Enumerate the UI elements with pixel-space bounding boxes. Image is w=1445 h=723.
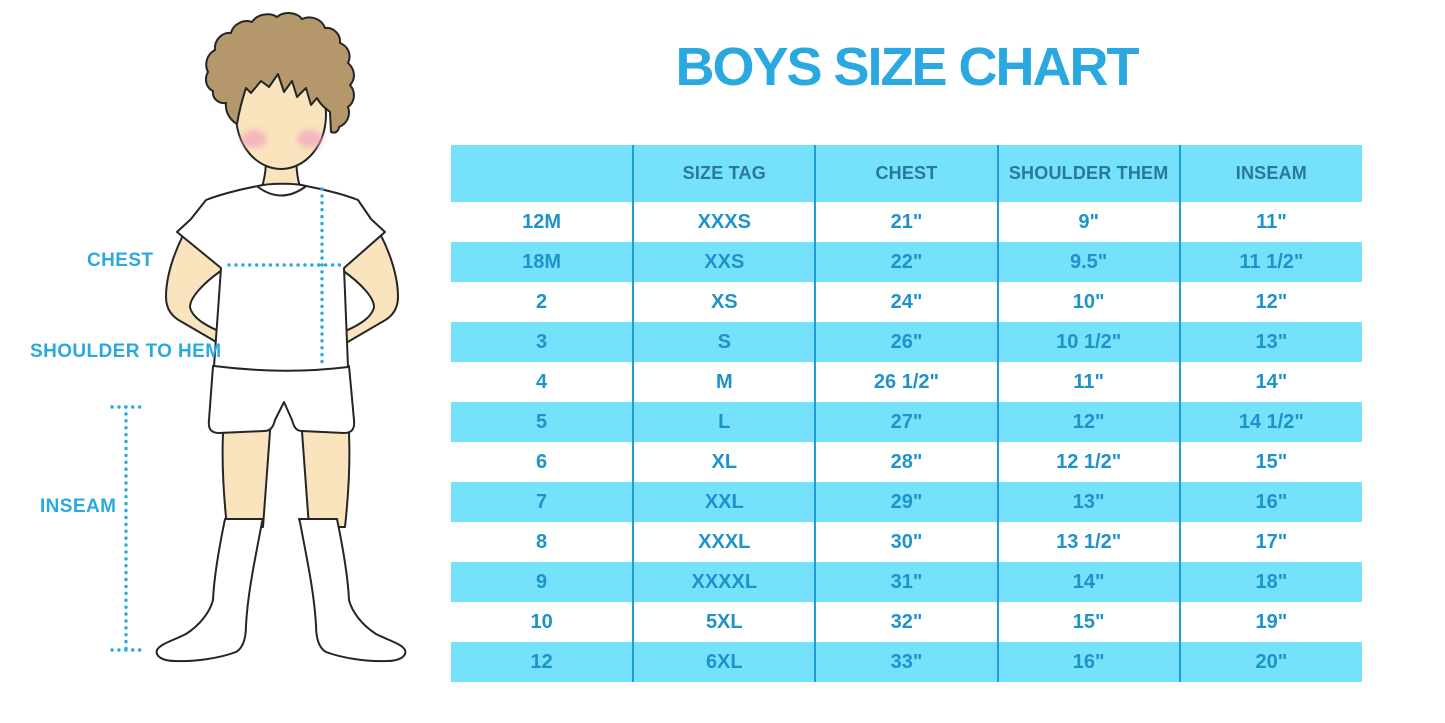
inseam-label: INSEAM [40,496,117,517]
table-cell: XXS [633,242,817,282]
table-cell: 9.5" [997,242,1181,282]
left-sock [155,518,264,663]
table-cell: 30" [815,522,999,562]
table-cell: 14" [1255,370,1288,393]
table-row: 6 XL 28" 12 1/2" 15" [451,442,1362,482]
table-cell: 21" [815,202,999,242]
table-cell: 6XL [633,642,817,682]
table-cell: 24" [815,282,999,322]
table-row: 9 XXXXL 31" 14" 18" [451,562,1362,602]
table-cell: 18M [451,242,635,282]
table-cell: 13" [997,482,1181,522]
shoulder-to-hem-label: SHOULDER TO HEM [30,341,222,362]
table-cell: 15" [1255,450,1288,473]
table-cell: 19" [1255,610,1288,633]
table-row: 12M XXXS 21" 9" 11" [451,202,1362,242]
table-cell: XXL [633,482,817,522]
column-header-size [451,145,635,202]
column-header-shoulder-them: SHOULDER THEM [997,145,1181,202]
table-cell: 14" [997,562,1181,602]
table-cell: XXXXL [633,562,817,602]
table-cell: 5XL [633,602,817,642]
table-cell: 9 [451,562,635,602]
table-cell: M [633,362,817,402]
column-header-size-tag: SIZE TAG [633,145,817,202]
table-cell: 33" [815,642,999,682]
table-cell: 15" [997,602,1181,642]
table-cell: 2 [451,282,635,322]
table-cell: S [633,322,817,362]
size-table-header: SIZE TAG CHEST SHOULDER THEM INSEAM [451,145,1362,202]
table-row: 3 S 26" 10 1/2" 13" [451,322,1362,362]
table-row: 18M XXS 22" 9.5" 11 1/2" [451,242,1362,282]
table-cell: 11" [997,362,1181,402]
left-leg [221,417,272,528]
table-row: 4 M 26 1/2" 11" 14" [451,362,1362,402]
table-cell: 31" [815,562,999,602]
table-cell: 5 [451,402,635,442]
t-shirt [176,182,386,372]
right-sock [298,518,407,663]
size-table: SIZE TAG CHEST SHOULDER THEM INSEAM 12M X… [451,145,1362,682]
table-cell: L [633,402,817,442]
table-cell: XL [633,442,817,482]
table-cell: XXXS [633,202,817,242]
table-cell: 27" [815,402,999,442]
column-header-chest: CHEST [815,145,999,202]
table-cell: 18" [1255,570,1288,593]
table-cell: 17" [1255,530,1288,553]
table-cell: 14 1/2" [1238,410,1304,433]
header-row: SIZE TAG CHEST SHOULDER THEM INSEAM [451,145,1362,202]
table-cell: 13" [1255,330,1288,353]
table-cell: 12M [451,202,635,242]
chest-label: CHEST [87,250,154,271]
table-cell: 28" [815,442,999,482]
table-cell: 12 [451,642,635,682]
page-title: BOYS SIZE CHART [675,37,1139,97]
table-row: 5 L 27" 12" 14 1/2" [451,402,1362,442]
table-cell: 13 1/2" [997,522,1181,562]
inseam-measure-line [110,405,148,652]
table-cell: 22" [815,242,999,282]
table-cell: 11 1/2" [1239,250,1304,273]
size-table-body: 12M XXXS 21" 9" 11" 18M XXS 22" 9.5" 11 1/2" 2 XS 24… [451,202,1362,682]
table-cell: 7 [451,482,635,522]
right-leg [300,417,351,528]
table-cell: 16" [997,642,1181,682]
table-cell: 32" [815,602,999,642]
table-cell: 3 [451,322,635,362]
table-cell: 4 [451,362,635,402]
table-cell: XXXL [633,522,817,562]
table-cell: 26 1/2" [815,362,999,402]
right-cheek-blush [297,130,323,148]
hair [204,12,355,134]
table-row: 7 XXL 29" 13" 16" [451,482,1362,522]
table-cell: 12" [1255,290,1288,313]
table-cell: 20" [1255,650,1288,673]
collar-line [257,186,306,197]
shorts [207,365,356,434]
table-cell: 10" [997,282,1181,322]
table-cell: 11" [1256,210,1287,233]
table-cell: 29" [815,482,999,522]
table-cell: 8 [451,522,635,562]
table-row: 10 5XL 32" 15" 19" [451,602,1362,642]
table-cell: 9" [997,202,1181,242]
table-row: 2 XS 24" 10" 12" [451,282,1362,322]
table-cell: 16" [1255,490,1288,513]
table-cell: 10 1/2" [997,322,1181,362]
left-cheek-blush [241,130,267,148]
column-header-inseam: INSEAM [1179,145,1362,202]
table-row: 12 6XL 33" 16" 20" [451,642,1362,682]
table-row: 8 XXXL 30" 13 1/2" 17" [451,522,1362,562]
table-cell: 12" [997,402,1181,442]
table-cell: XS [633,282,817,322]
table-cell: 6 [451,442,635,482]
table-cell: 10 [451,602,635,642]
table-cell: 26" [815,322,999,362]
boy-measurement-figure [110,12,407,663]
table-cell: 12 1/2" [997,442,1181,482]
